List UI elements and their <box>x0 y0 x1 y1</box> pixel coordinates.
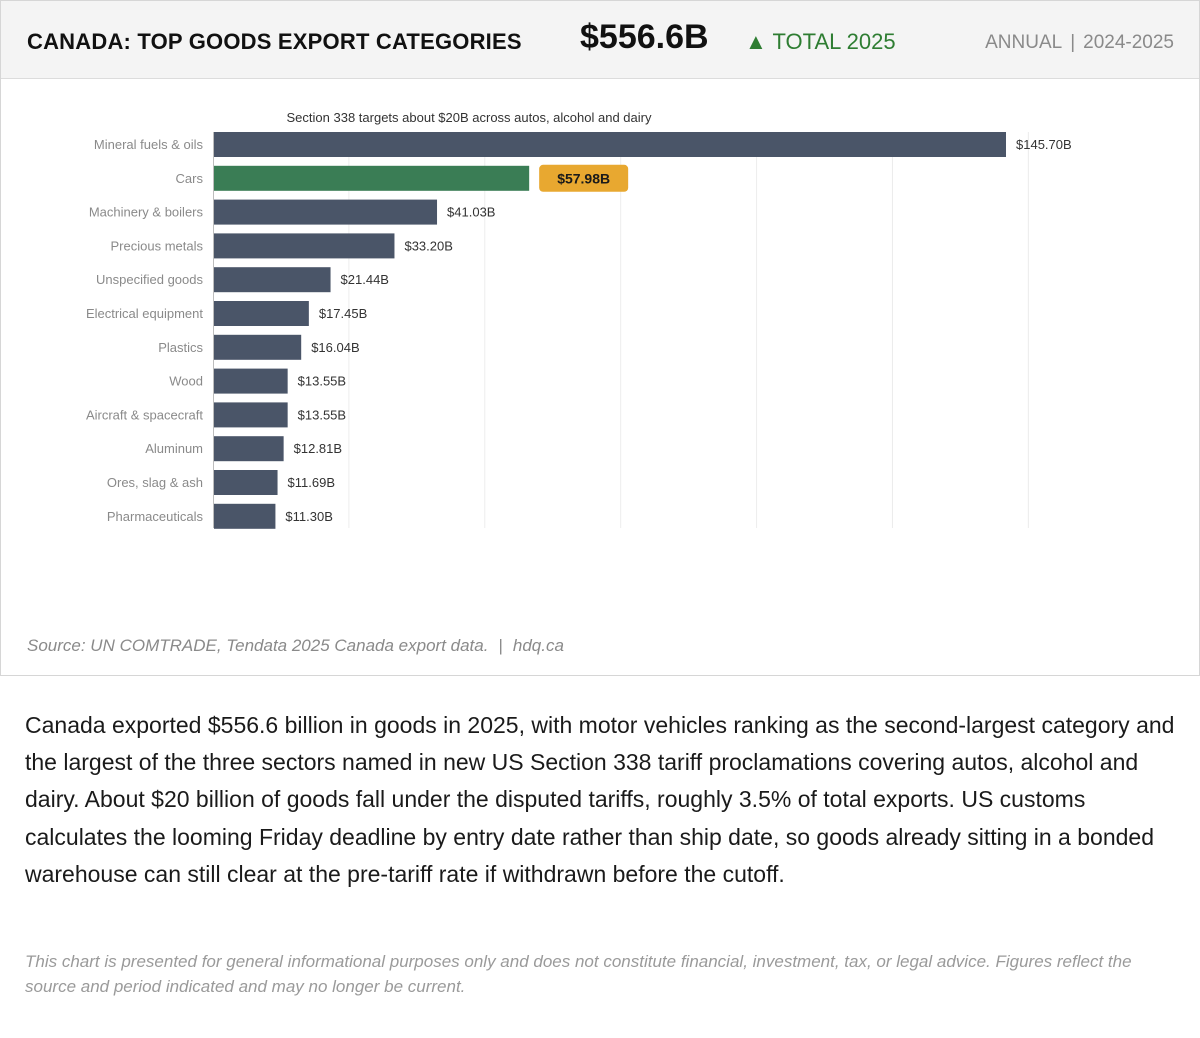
bar <box>214 267 331 293</box>
bar-chart: Section 338 targets about $20B across au… <box>86 110 1072 529</box>
bar <box>214 503 276 529</box>
bar <box>214 301 309 326</box>
value-label: $13.55B <box>298 374 346 389</box>
value-label: $21.44B <box>341 272 389 287</box>
bar <box>214 402 288 428</box>
category-label: Plastics <box>158 340 203 355</box>
value-label: $41.03B <box>447 205 495 220</box>
bar <box>214 233 395 259</box>
total-badge-label: TOTAL 2025 <box>772 29 896 54</box>
disclaimer: This chart is presented for general info… <box>25 952 1132 996</box>
category-label: Pharmaceuticals <box>107 509 204 524</box>
up-arrow-icon: ▲ <box>745 29 767 54</box>
category-label: Precious metals <box>111 238 204 253</box>
source-separator: | <box>498 636 503 655</box>
bar <box>214 199 438 225</box>
value-badge <box>539 164 629 192</box>
source-line: Source: UN COMTRADE, Tendata 2025 Canada… <box>27 636 564 656</box>
period-info: ANNUAL | 2024-2025 <box>985 32 1174 54</box>
value-label: $17.45B <box>319 306 367 321</box>
total-value: $556.6B <box>580 18 709 56</box>
total-badge: ▲ TOTAL 2025 <box>745 29 896 55</box>
value-label: $11.30B <box>285 509 332 524</box>
value-label: $16.04B <box>311 340 359 355</box>
category-label: Electrical equipment <box>86 306 203 321</box>
category-label: Aluminum <box>145 441 203 456</box>
period-separator: | <box>1070 32 1076 53</box>
bar <box>214 368 288 394</box>
chart-header: CANADA: TOP GOODS EXPORT CATEGORIES $556… <box>1 1 1199 79</box>
value-label: $33.20B <box>404 238 452 253</box>
category-label: Ores, slag & ash <box>107 475 203 490</box>
category-label: Wood <box>169 374 203 389</box>
category-label: Unspecified goods <box>96 272 203 287</box>
category-label: Aircraft & spacecraft <box>86 407 203 422</box>
chart-annotation: Section 338 targets about $20B across au… <box>287 110 652 125</box>
bar <box>214 334 302 360</box>
category-label: Machinery & boilers <box>89 205 204 220</box>
frequency-label: ANNUAL <box>985 32 1063 53</box>
value-label-highlight: $57.98B <box>557 170 610 186</box>
bar <box>214 436 284 462</box>
bar <box>214 470 278 495</box>
chart-card: CANADA: TOP GOODS EXPORT CATEGORIES $556… <box>0 0 1200 676</box>
date-range: 2024-2025 <box>1083 32 1174 53</box>
value-label: $13.55B <box>298 407 346 422</box>
value-label: $12.81B <box>294 441 342 456</box>
bar-highlight <box>214 165 530 191</box>
source-text: Source: UN COMTRADE, Tendata 2025 Canada… <box>27 636 489 655</box>
category-label: Mineral fuels & oils <box>94 137 204 152</box>
value-label: $145.70B <box>1016 137 1072 152</box>
category-label: Cars <box>176 171 204 186</box>
chart-title: CANADA: TOP GOODS EXPORT CATEGORIES <box>27 29 522 54</box>
chart-description: Canada exported $556.6 billion in goods … <box>25 712 1175 887</box>
value-label: $11.69B <box>288 475 335 490</box>
source-site: hdq.ca <box>512 636 564 655</box>
bar <box>214 132 1006 157</box>
